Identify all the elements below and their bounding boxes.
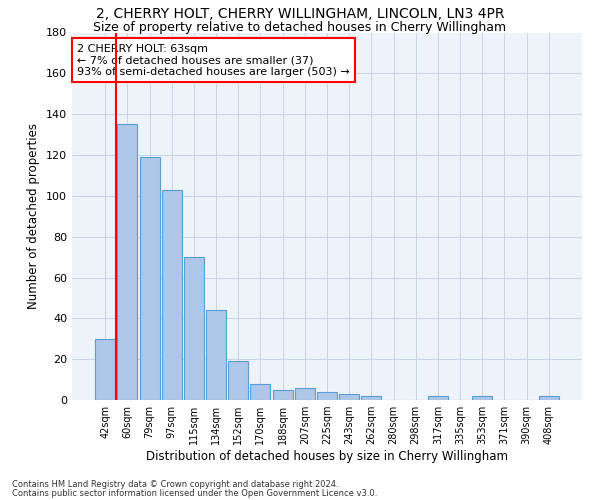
Bar [295, 388, 315, 400]
Text: Contains public sector information licensed under the Open Government Licence v3: Contains public sector information licen… [12, 488, 377, 498]
Bar [317, 392, 337, 400]
Bar [118, 124, 137, 400]
Bar [339, 394, 359, 400]
Y-axis label: Number of detached properties: Number of detached properties [28, 123, 40, 309]
Bar [472, 396, 492, 400]
Text: Size of property relative to detached houses in Cherry Willingham: Size of property relative to detached ho… [94, 21, 506, 34]
Bar [539, 396, 559, 400]
Bar [206, 310, 226, 400]
Bar [272, 390, 293, 400]
Bar [95, 339, 115, 400]
Bar [428, 396, 448, 400]
Text: 2, CHERRY HOLT, CHERRY WILLINGHAM, LINCOLN, LN3 4PR: 2, CHERRY HOLT, CHERRY WILLINGHAM, LINCO… [96, 8, 504, 22]
Bar [250, 384, 271, 400]
Bar [228, 361, 248, 400]
X-axis label: Distribution of detached houses by size in Cherry Willingham: Distribution of detached houses by size … [146, 450, 508, 463]
Text: 2 CHERRY HOLT: 63sqm
← 7% of detached houses are smaller (37)
93% of semi-detach: 2 CHERRY HOLT: 63sqm ← 7% of detached ho… [77, 44, 350, 76]
Bar [162, 190, 182, 400]
Bar [140, 157, 160, 400]
Bar [361, 396, 382, 400]
Bar [184, 257, 204, 400]
Text: Contains HM Land Registry data © Crown copyright and database right 2024.: Contains HM Land Registry data © Crown c… [12, 480, 338, 489]
